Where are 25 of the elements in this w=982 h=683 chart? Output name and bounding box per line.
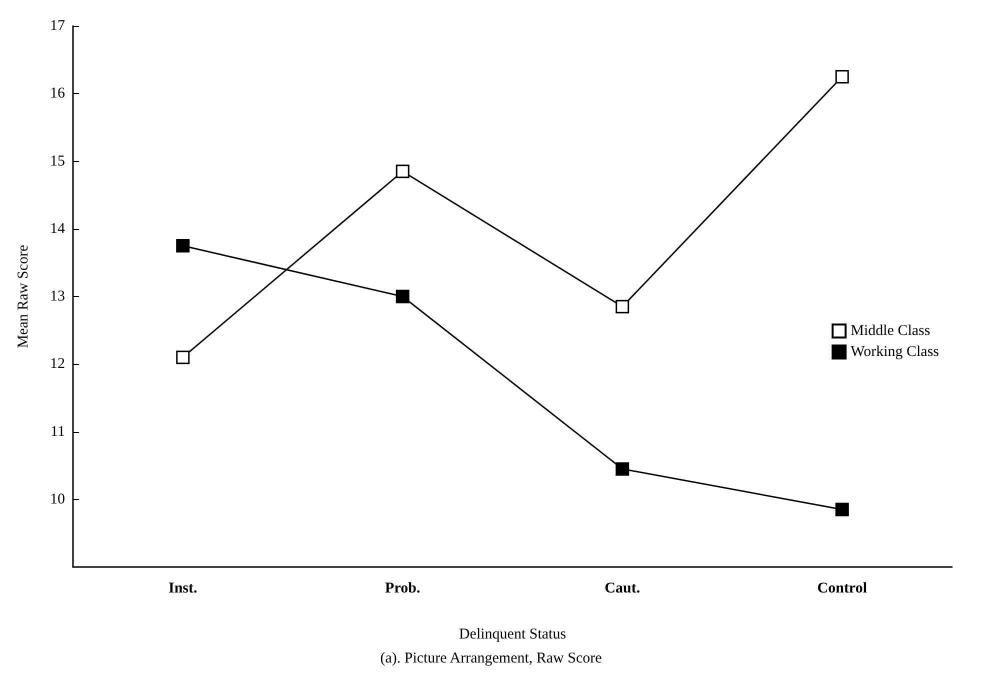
y-tick-label: 14 bbox=[50, 220, 66, 237]
y-axis-title: Mean Raw Score bbox=[16, 244, 32, 348]
legend-label: Working Class bbox=[850, 344, 940, 360]
point bbox=[616, 300, 630, 314]
point bbox=[616, 462, 630, 476]
point bbox=[396, 164, 410, 178]
y-tick-label: 17 bbox=[50, 18, 66, 34]
x-tick-label: Inst. bbox=[168, 580, 198, 596]
x-axis-title: Delinquent Status bbox=[458, 626, 566, 642]
y-tick-label: 13 bbox=[50, 288, 65, 304]
x-tick-label: Caut. bbox=[604, 580, 640, 596]
y-tick-label: 16 bbox=[50, 86, 66, 102]
point bbox=[396, 290, 410, 304]
x-tick-label: Control bbox=[817, 580, 867, 596]
point bbox=[176, 350, 190, 364]
y-tick-label: 10 bbox=[50, 491, 65, 508]
point bbox=[176, 239, 190, 253]
y-tick-label: 15 bbox=[50, 153, 65, 170]
x-tick-label: Prob. bbox=[385, 580, 420, 596]
y-tick-label: 12 bbox=[50, 356, 65, 372]
legend-label: Middle Class bbox=[850, 323, 930, 339]
point bbox=[835, 70, 849, 84]
point bbox=[835, 502, 849, 516]
text: (a). Picture Arrangement, Raw Score bbox=[380, 650, 602, 666]
y-tick-label: 11 bbox=[50, 424, 65, 440]
